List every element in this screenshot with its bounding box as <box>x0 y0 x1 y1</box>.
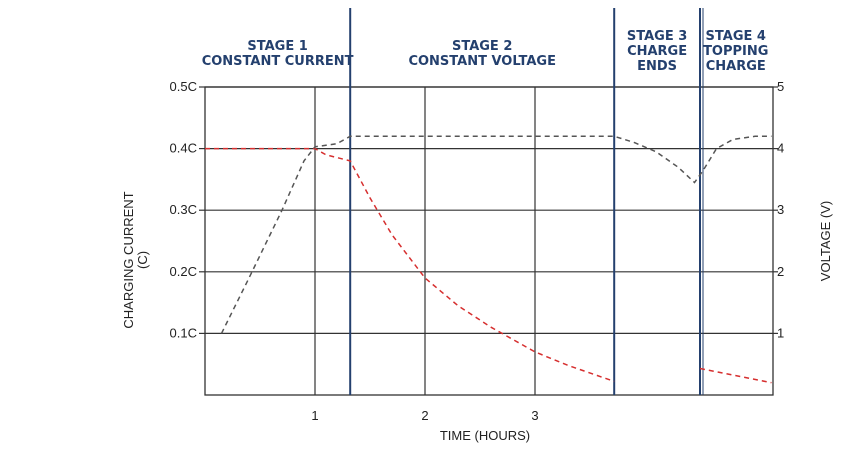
y-left-tick-label: 0.2C <box>170 264 197 279</box>
x-tick-label: 1 <box>311 408 318 423</box>
y-right-tick-label: 4 <box>777 141 784 156</box>
stage-label-line: ENDS <box>637 59 677 74</box>
plot-frame <box>204 86 774 396</box>
y-axis-right-title: VOLTAGE (V) <box>818 201 833 281</box>
stage-label-line: CONSTANT CURRENT <box>202 54 354 69</box>
voltage-series-line <box>220 135 772 334</box>
series <box>205 135 772 384</box>
y-right-tick-label: 2 <box>777 264 784 279</box>
y-left-tick-label: 0.4C <box>170 141 197 156</box>
x-tick-label: 2 <box>421 408 428 423</box>
y-right-tick-label: 1 <box>777 325 784 340</box>
stage-label-line: STAGE 2 <box>452 39 512 54</box>
y-right-tick-label: 5 <box>777 79 784 94</box>
x-axis-title: TIME (HOURS) <box>440 428 530 443</box>
stage-label-line: TOPPING <box>703 44 768 59</box>
current-series-line <box>205 147 615 383</box>
y-axis-left-title: CHARGING CURRENT <box>121 191 136 328</box>
stage-label-line: STAGE 3 <box>627 29 687 44</box>
stage-label-line: CONSTANT VOLTAGE <box>408 54 556 69</box>
y-right-tick-label: 3 <box>777 202 784 217</box>
stage-label-line: CHARGE <box>627 44 687 59</box>
grid <box>199 86 778 396</box>
y-left-tick-label: 0.3C <box>170 202 197 217</box>
stage-label-line: STAGE 1 <box>247 39 307 54</box>
x-tick-label: 3 <box>531 408 538 423</box>
stage-label-line: CHARGE <box>706 59 766 74</box>
current-series-line <box>699 367 772 384</box>
stage-boundaries <box>349 8 704 395</box>
stage-label-line: STAGE 4 <box>706 29 766 44</box>
y-left-tick-label: 0.1C <box>170 325 197 340</box>
y-axis-left-title: (C) <box>135 251 150 269</box>
y-left-tick-label: 0.5C <box>170 79 197 94</box>
